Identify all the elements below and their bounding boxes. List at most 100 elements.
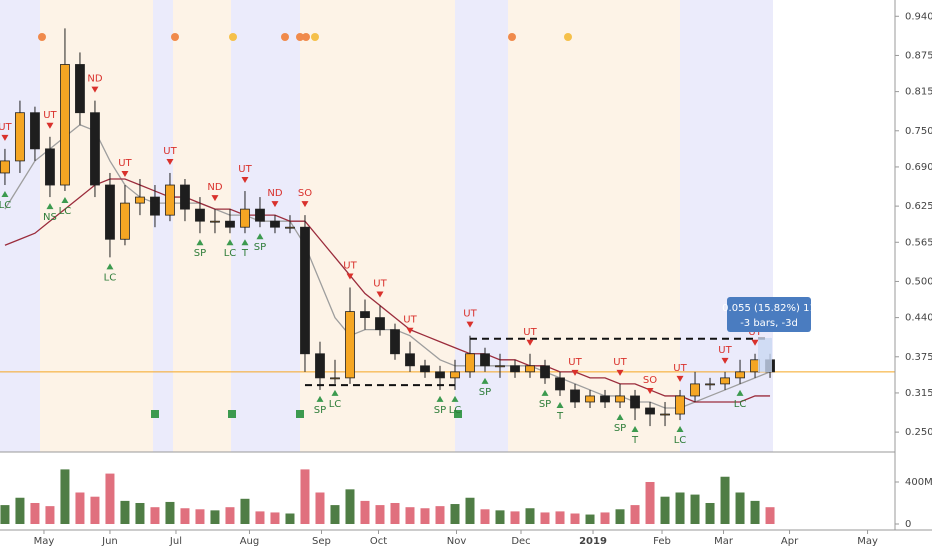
candle-body <box>390 329 400 355</box>
signal-label: ND <box>267 188 282 199</box>
candle-body <box>540 365 550 379</box>
volume-bar <box>750 500 760 524</box>
signal-label: NS <box>43 212 57 223</box>
candle-body <box>0 160 10 174</box>
signal-arrow <box>1 191 9 198</box>
candle-body <box>405 353 415 367</box>
volume-bar <box>150 507 160 524</box>
candle-body <box>240 208 250 228</box>
candle-body <box>450 371 460 379</box>
volume-bar <box>345 489 355 524</box>
volume-bar <box>450 504 460 524</box>
signal-label: LC <box>734 399 747 410</box>
signal-arrow <box>721 357 729 364</box>
plot: 0.940 0.875 0.815 0.750 0.690 0.625 0.565 0.500… <box>0 11 932 547</box>
x-tick-label: 2019 <box>579 536 607 547</box>
candle-body <box>180 184 190 210</box>
candle-body <box>255 208 265 222</box>
signal-label: UT <box>613 357 627 368</box>
signal-label: LC <box>104 272 117 283</box>
signal-arrow <box>676 375 684 382</box>
volume-bar <box>60 469 70 524</box>
candle-body <box>420 365 430 373</box>
signal-icon <box>302 33 310 41</box>
y-tick-label: 0.875 <box>905 50 932 61</box>
candle-body <box>645 407 655 415</box>
volume-bar <box>510 511 520 524</box>
signal-arrow <box>526 339 534 346</box>
measure-box <box>727 297 811 332</box>
volume-bar <box>495 510 505 524</box>
signal-arrow <box>301 201 309 208</box>
signal-arrow <box>196 239 204 246</box>
volume-bar <box>570 513 580 524</box>
signal-arrow <box>61 197 69 204</box>
moving-average <box>4 178 771 403</box>
candle-body <box>480 353 490 367</box>
signal-arrow <box>406 327 414 334</box>
candle-body <box>285 226 295 229</box>
candle-body <box>315 353 325 379</box>
signal-arrow <box>616 369 624 376</box>
band <box>173 0 231 452</box>
band <box>0 0 40 452</box>
volume-bar <box>630 505 640 524</box>
signal-icon <box>229 33 237 41</box>
candle-body <box>330 377 340 380</box>
candle-body <box>210 220 220 223</box>
signal-label: UT <box>403 315 417 326</box>
signal-arrow <box>616 414 624 421</box>
measure-text: 0.055 (15.82%) 11 <box>722 303 816 314</box>
volume-bar <box>255 511 265 524</box>
signal-label: T <box>631 435 639 446</box>
volume-bar <box>75 492 85 524</box>
volume-bar <box>330 505 340 524</box>
signal-label: SP <box>614 423 626 434</box>
signal-arrow <box>376 291 384 298</box>
signal-arrow <box>646 387 654 394</box>
band <box>300 0 455 452</box>
signal-label: LC <box>59 206 72 217</box>
volume-bar <box>45 506 55 524</box>
volume-bar <box>165 501 175 524</box>
volume-bar <box>225 507 235 524</box>
signal-label: UT <box>463 309 477 320</box>
x-tick-label: May <box>34 536 55 547</box>
volume-bar <box>240 498 250 524</box>
candle-body <box>270 220 280 228</box>
signal-icon <box>171 33 179 41</box>
volume-bar <box>180 508 190 524</box>
signal-label: LC <box>449 405 462 416</box>
volume-bar <box>90 496 100 524</box>
candle-body <box>150 196 160 216</box>
y-tick-label: 0.315 <box>905 388 932 399</box>
volume-bar <box>435 506 445 524</box>
volume-bar <box>210 510 220 524</box>
signal-icon <box>281 33 289 41</box>
signal-arrow <box>211 195 219 202</box>
signal-label: SO <box>298 188 312 199</box>
candle-body <box>345 311 355 379</box>
signal-arrow <box>751 339 759 346</box>
signal-label: T <box>241 248 249 259</box>
signal-label: LC <box>674 435 687 446</box>
signal-label: LC <box>329 399 342 410</box>
signal-arrow <box>631 426 639 433</box>
candle-body <box>510 365 520 373</box>
volume-bar <box>525 508 535 524</box>
y-tick-label: 0.250 <box>905 427 932 438</box>
signal-arrow <box>346 273 354 280</box>
x-tick-label: Aug <box>240 536 260 547</box>
y-tick-label: 0.690 <box>905 162 932 173</box>
bottom-icons <box>151 410 462 418</box>
candle-body <box>570 389 580 403</box>
volume-bar <box>645 481 655 524</box>
signal-label: UT <box>748 327 762 338</box>
x-tick-label: Apr <box>781 536 799 547</box>
volume-bar <box>135 502 145 524</box>
signal-label: SP <box>254 242 266 253</box>
signal-label: UT <box>523 327 537 338</box>
signal-icon <box>228 410 236 418</box>
candle-body <box>60 64 70 186</box>
